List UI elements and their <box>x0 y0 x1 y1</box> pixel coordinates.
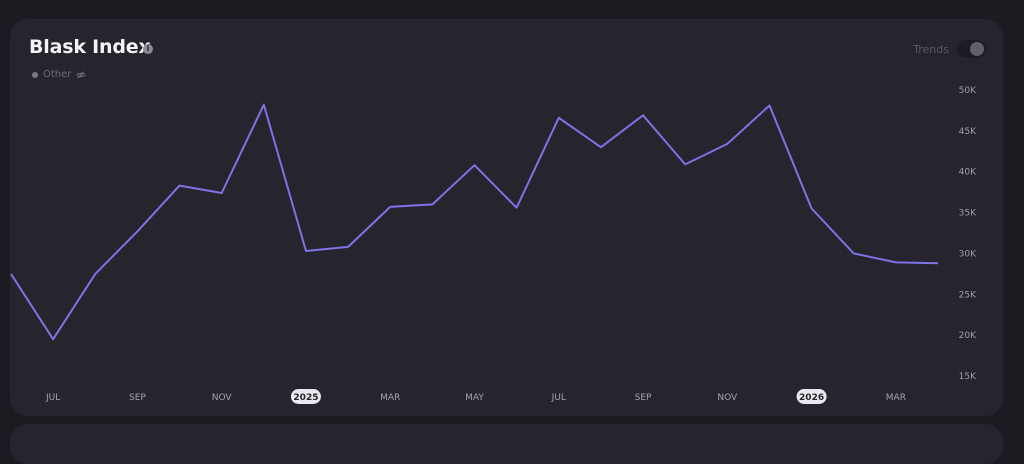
x-tick-label: SEP <box>635 393 652 403</box>
data-point[interactable] <box>219 190 225 196</box>
data-point[interactable] <box>134 228 140 234</box>
y-tick-label: 50K <box>959 86 977 96</box>
x-axis: JUL SEP NOV 2025 MAR MAY JUL SEP NOV 2026 MAR <box>45 389 906 404</box>
eye-off-icon[interactable] <box>76 70 87 80</box>
x-tick-label: MAY <box>465 393 484 403</box>
data-point[interactable] <box>556 115 562 121</box>
x-tick-label: NOV <box>212 393 233 403</box>
legend-dot-other <box>32 71 38 78</box>
data-point[interactable] <box>851 250 857 256</box>
x-tick-label: JUL <box>45 393 60 403</box>
data-point[interactable] <box>429 201 435 207</box>
data-point[interactable] <box>766 103 772 109</box>
data-point[interactable] <box>640 112 646 118</box>
series-layer <box>10 102 941 342</box>
y-tick-label: 20K <box>959 331 977 341</box>
year-marker-pill <box>290 389 321 404</box>
data-point[interactable] <box>809 205 815 211</box>
legend: Other <box>32 69 87 80</box>
legend-item-other[interactable]: Other <box>43 69 72 80</box>
data-point[interactable] <box>177 183 183 189</box>
data-point[interactable] <box>724 141 730 147</box>
line-chart: 50K 45K 40K 35K 30K 25K 20K 15K JUL SEP NOV 2025 MA… <box>10 86 977 404</box>
y-tick-label: 25K <box>959 290 977 300</box>
data-point[interactable] <box>92 271 98 277</box>
data-point[interactable] <box>893 259 899 265</box>
trends-toggle[interactable] <box>957 40 986 58</box>
data-point[interactable] <box>345 244 351 250</box>
data-point[interactable] <box>682 161 688 167</box>
trends-toggle-knob <box>970 42 984 56</box>
data-point[interactable] <box>598 144 604 150</box>
x-tick-year-label: 2026 <box>799 393 824 403</box>
x-tick-label: JUL <box>551 393 566 403</box>
data-point[interactable] <box>935 260 941 266</box>
data-point[interactable] <box>303 248 309 254</box>
x-tick-label: MAR <box>886 393 906 403</box>
y-tick-label: 30K <box>959 249 977 259</box>
info-icon[interactable]: i <box>143 44 153 54</box>
x-tick-label: SEP <box>129 393 146 403</box>
trends-control: Trends <box>913 40 986 58</box>
trends-label: Trends <box>913 42 949 56</box>
y-tick-label: 40K <box>959 168 977 178</box>
data-point[interactable] <box>472 162 478 168</box>
y-tick-label: 45K <box>959 127 977 137</box>
chart-title: Blask Index <box>29 36 151 58</box>
next-card <box>10 424 1003 464</box>
x-tick-label: MAR <box>380 393 400 403</box>
data-point[interactable] <box>387 204 393 210</box>
data-point[interactable] <box>514 205 520 211</box>
year-marker-pill <box>796 389 827 404</box>
x-tick-year-label: 2025 <box>293 393 318 403</box>
data-point[interactable] <box>50 336 56 342</box>
data-point[interactable] <box>261 102 267 108</box>
x-tick-label: NOV <box>717 393 738 403</box>
y-axis: 50K 45K 40K 35K 30K 25K 20K 15K <box>959 86 977 382</box>
blask-index-card: Blask Index i Other Trends 50K 45K 40K 35K 3… <box>10 19 1003 416</box>
y-tick-label: 15K <box>959 372 977 382</box>
series-line[interactable] <box>10 103 939 341</box>
y-tick-label: 35K <box>959 209 977 219</box>
